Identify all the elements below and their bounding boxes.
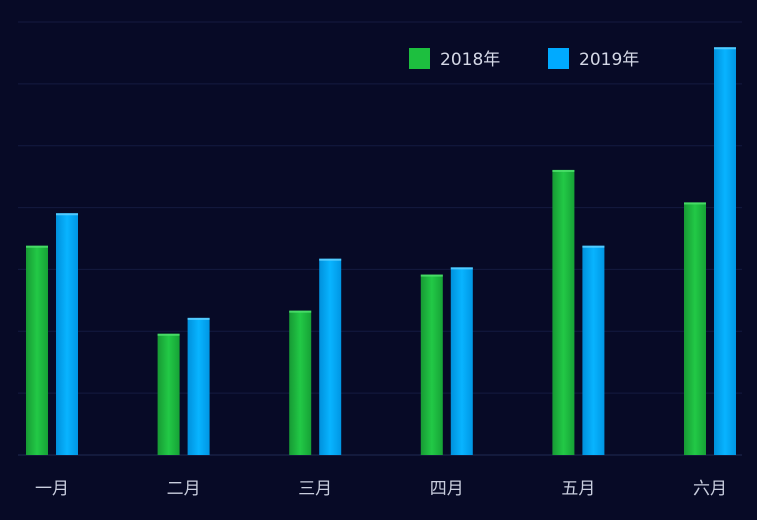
x-axis-labels: 一月 二月 三月 四月 五月 六月 — [35, 479, 727, 499]
bar-top-highlight — [714, 47, 736, 50]
bar-2019年-一月[interactable] — [56, 213, 78, 455]
bar-top-highlight — [420, 274, 443, 277]
bar-2018年-六月[interactable] — [684, 202, 706, 455]
bar-top-highlight — [187, 317, 210, 320]
legend-swatch[interactable] — [548, 48, 569, 69]
bar-2018年-四月[interactable] — [420, 274, 443, 455]
bar-2019年-四月[interactable] — [450, 267, 473, 455]
bar-2018年-一月[interactable] — [26, 245, 48, 455]
legend: 2018年 2019年 — [409, 48, 639, 70]
bar-top-highlight — [26, 245, 48, 248]
bar-top-highlight — [157, 333, 180, 336]
legend-label[interactable]: 2018年 — [440, 50, 500, 70]
x-tick-label: 四月 — [430, 479, 464, 499]
bar-top-highlight — [56, 213, 78, 216]
bar-2019年-三月[interactable] — [319, 258, 342, 455]
bar-top-highlight — [582, 245, 605, 248]
x-tick-label: 五月 — [561, 479, 595, 499]
bar-top-highlight — [450, 267, 473, 270]
bar-2018年-二月[interactable] — [157, 333, 180, 455]
x-tick-label: 六月 — [693, 479, 727, 499]
bar-2019年-五月[interactable] — [582, 245, 605, 455]
bar-top-highlight — [552, 169, 575, 172]
bar-2019年-二月[interactable] — [187, 317, 210, 455]
bar-top-highlight — [319, 258, 342, 261]
bar-2019年-六月[interactable] — [714, 47, 736, 456]
x-tick-label: 二月 — [167, 479, 201, 499]
bars — [26, 47, 736, 456]
grid-lines — [18, 21, 742, 456]
bar-top-highlight — [684, 202, 706, 205]
x-tick-label: 一月 — [35, 479, 69, 499]
legend-label[interactable]: 2019年 — [579, 50, 639, 70]
bar-2018年-五月[interactable] — [552, 169, 575, 456]
bar-top-highlight — [289, 310, 312, 313]
bar-2018年-三月[interactable] — [289, 310, 312, 455]
legend-swatch[interactable] — [409, 48, 430, 69]
x-tick-label: 三月 — [298, 479, 332, 499]
